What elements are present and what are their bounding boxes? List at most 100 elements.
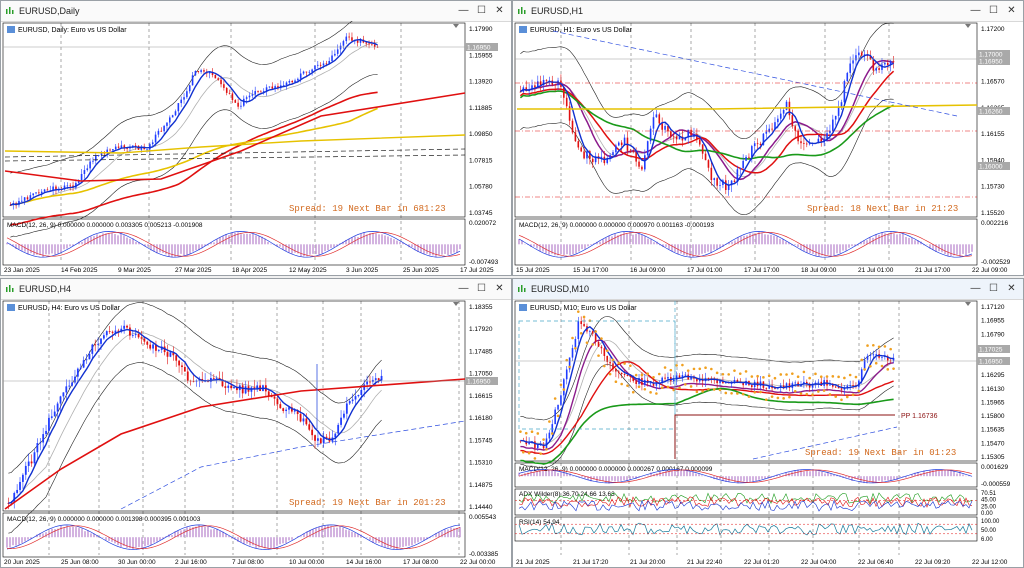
envelope-dot — [577, 310, 580, 313]
candle-body — [566, 98, 568, 106]
window-titlebar[interactable]: EURUSD,H1 — ☐ ✕ — [513, 1, 1023, 22]
close-button[interactable]: ✕ — [492, 4, 507, 18]
candle-body — [16, 490, 18, 493]
macd-scale-label: 0.001629 — [981, 464, 1008, 471]
envelope-dot — [797, 375, 800, 378]
symbol-icon — [519, 304, 527, 311]
candle-body — [184, 367, 186, 371]
candle-body — [317, 438, 319, 441]
chart-window-m10[interactable]: EURUSD,M10 — ☐ ✕ 1.17120 1.16955 1.16790 1.… — [512, 278, 1024, 568]
window-titlebar[interactable]: EURUSD,M10 — ☐ ✕ — [513, 279, 1023, 300]
envelope-dot — [698, 367, 701, 370]
candle-body — [175, 355, 177, 360]
candle-body — [644, 155, 646, 169]
envelope-dot — [713, 388, 716, 391]
envelope-dot — [615, 380, 618, 383]
candle-body — [289, 81, 291, 83]
chart-shift-marker[interactable] — [453, 302, 459, 306]
close-button[interactable]: ✕ — [492, 282, 507, 296]
candle-body — [351, 37, 353, 40]
envelope-dot — [869, 365, 872, 368]
price-scale-label: 1.15800 — [981, 413, 1005, 420]
candle-body — [708, 160, 710, 168]
price-scale-label: 1.15635 — [981, 427, 1005, 434]
candle-body — [245, 386, 247, 393]
main-pane-frame — [515, 23, 977, 217]
candle-body — [757, 143, 759, 144]
envelope-dot — [785, 373, 788, 376]
candle-body — [540, 81, 542, 85]
candle-body — [870, 355, 872, 356]
minimize-button[interactable]: — — [456, 282, 471, 296]
candle-body — [794, 126, 796, 131]
envelope-dot — [571, 337, 574, 340]
envelope-dot — [753, 391, 756, 394]
window-titlebar[interactable]: EURUSD,Daily — ☐ ✕ — [1, 1, 511, 22]
candle-body — [647, 141, 649, 155]
envelope-dot — [664, 366, 667, 369]
candle-body — [748, 157, 750, 158]
maximize-button[interactable]: ☐ — [474, 4, 489, 18]
maximize-button[interactable]: ☐ — [986, 4, 1001, 18]
candle-body — [132, 335, 134, 336]
price-chart[interactable]: 1.18355 1.17920 1.17485 1.17050 1.16615 1.161… — [1, 299, 511, 567]
price-tag-label: 1.16950 — [979, 359, 1003, 366]
price-chart[interactable]: 1.171201.169551.167901.166251.164601.162… — [513, 299, 1023, 567]
ma-dashed — [121, 421, 465, 509]
candle-body — [112, 149, 114, 150]
candle-body — [818, 382, 820, 383]
macd-scale-label: -0.002529 — [981, 259, 1011, 266]
envelope-dot — [866, 344, 869, 347]
candle-body — [291, 81, 293, 82]
candle-body — [673, 136, 675, 137]
chart-shift-marker[interactable] — [965, 24, 971, 28]
candle-body — [300, 73, 302, 78]
price-chart[interactable]: 1.17990 1.15955 1.13920 1.11885 1.09850 1.078… — [1, 21, 511, 275]
envelope-dot — [655, 392, 658, 395]
chart-window-h1[interactable]: EURUSD,H1 — ☐ ✕ 1.172001.167851.165701.1… — [512, 0, 1024, 276]
close-button[interactable]: ✕ — [1004, 282, 1019, 296]
time-axis-label: 22 Jul 12:00 — [972, 559, 1008, 566]
envelope-dot — [557, 415, 560, 418]
candle-body — [357, 41, 359, 43]
candle-body — [549, 433, 551, 439]
chart-shift-marker[interactable] — [965, 302, 971, 306]
candle-body — [178, 103, 180, 111]
candle-body — [554, 410, 556, 425]
chart-shift-marker[interactable] — [453, 24, 459, 28]
window-titlebar[interactable]: EURUSD,H4 — ☐ ✕ — [1, 279, 511, 300]
close-button[interactable]: ✕ — [1004, 4, 1019, 18]
macd-scale-label: 0.005543 — [469, 514, 496, 521]
minimize-button[interactable]: — — [968, 282, 983, 296]
envelope-dot — [817, 390, 820, 393]
envelope-dot — [730, 392, 733, 395]
time-axis-label: 27 Mar 2025 — [175, 267, 212, 274]
candle-body — [768, 129, 770, 132]
candle-body — [739, 168, 741, 169]
candle-body — [340, 418, 342, 425]
candle-body — [685, 375, 687, 376]
minimize-button[interactable]: — — [456, 4, 471, 18]
envelope-dot — [534, 457, 537, 460]
candle-body — [178, 361, 180, 366]
macd-line — [7, 525, 460, 550]
candle-body — [186, 91, 188, 97]
price-chart[interactable]: 1.172001.167851.165701.163651.161551.159… — [513, 21, 1023, 275]
envelope-dot — [646, 372, 649, 375]
candle-body — [260, 92, 262, 93]
candle-body — [557, 405, 559, 410]
candle-body — [167, 352, 169, 357]
chart-window-daily[interactable]: EURUSD,Daily — ☐ ✕ 1.17990 1.15955 1.13920… — [0, 0, 512, 276]
chart-icon — [5, 284, 14, 293]
spread-countdown: Spread: 19 Next Bar in 681:23 — [289, 204, 446, 214]
candle-body — [242, 385, 244, 393]
envelope-dot — [649, 391, 652, 394]
chart-window-h4[interactable]: EURUSD,H4 — ☐ ✕ 1.18355 1.17920 1.17485 1.1… — [0, 278, 512, 568]
minimize-button[interactable]: — — [968, 4, 983, 18]
candle-body — [708, 378, 710, 379]
candle-body — [580, 147, 582, 151]
maximize-button[interactable]: ☐ — [474, 282, 489, 296]
candle-body — [115, 147, 117, 149]
maximize-button[interactable]: ☐ — [986, 282, 1001, 296]
candle-body — [702, 145, 704, 154]
